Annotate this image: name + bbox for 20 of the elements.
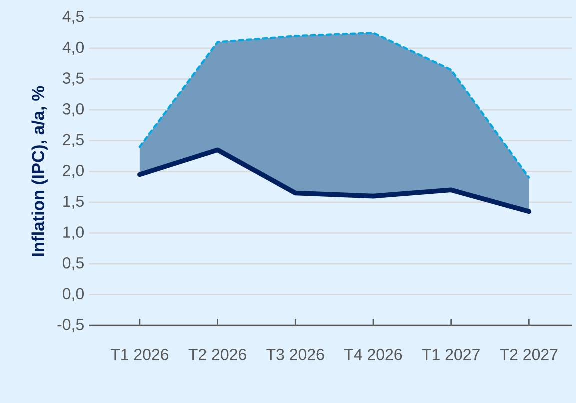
y-tick-label: 1,5: [64, 196, 84, 209]
y-tick-label: 3,0: [62, 103, 84, 117]
y-tick-label: 3,5: [62, 72, 84, 86]
x-tick-label: T4 2026: [344, 349, 402, 360]
y-tick-label: 4,5: [62, 11, 84, 24]
x-tick-label: T2 2027: [500, 349, 558, 360]
y-axis-title: Inflation (IPC), a/a, %: [32, 86, 48, 256]
x-tick-label: T1 2026: [110, 349, 169, 360]
x-tick-label: T3 2026: [266, 349, 324, 360]
y-tick-label: -0,5: [58, 319, 84, 332]
line-series: [138, 148, 532, 214]
x-tick-label: T2 2026: [188, 349, 246, 360]
y-tick-label: 4,0: [62, 42, 84, 56]
line-series: [138, 32, 530, 179]
y-tick-label: 0,0: [63, 288, 84, 302]
y-tick-label: 1,0: [64, 226, 84, 240]
y-tick-label: 2,5: [63, 134, 84, 148]
y-tick-label: 0,5: [63, 257, 84, 271]
y-tick-label: 2,0: [63, 165, 84, 178]
x-tick-label: T1 2027: [422, 349, 480, 360]
